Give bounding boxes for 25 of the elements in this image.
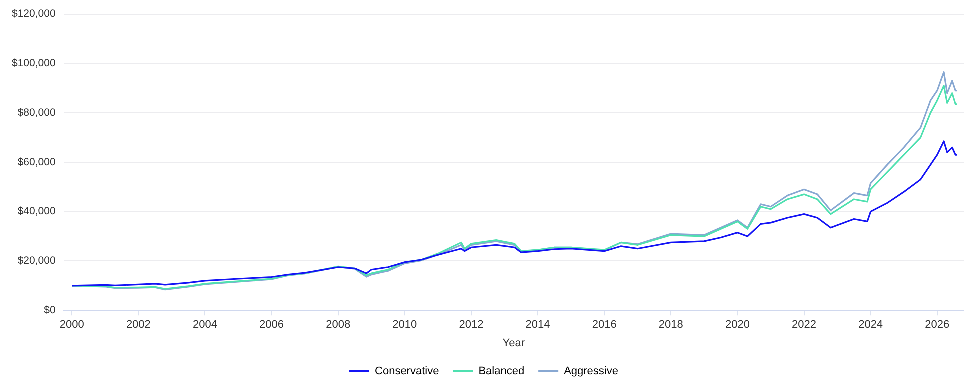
legend-label: Conservative — [375, 366, 440, 378]
y-tick-label: $40,000 — [18, 206, 56, 218]
x-tick-label: 2008 — [326, 319, 351, 332]
x-tick-label: 2006 — [260, 319, 284, 332]
x-tick-label: 2024 — [858, 319, 884, 332]
x-tick-label: 2026 — [925, 319, 950, 332]
y-tick-label: $80,000 — [18, 106, 56, 119]
y-tick-label: $0 — [44, 304, 56, 316]
legend-label: Balanced — [478, 366, 525, 378]
y-tick-label: $100,000 — [12, 58, 56, 70]
x-tick-label: 2016 — [592, 319, 617, 332]
x-tick-label: 2002 — [126, 319, 151, 332]
x-tick-label: 2012 — [459, 319, 484, 332]
x-tick-label: 2010 — [392, 319, 418, 332]
legend-label: Aggressive — [564, 366, 618, 378]
x-axis-title: Year — [502, 337, 526, 350]
y-tick-label: $60,000 — [18, 156, 56, 168]
x-tick-label: 2004 — [192, 319, 218, 332]
x-tick-label: 2014 — [526, 319, 550, 332]
y-tick-label: $120,000 — [12, 8, 56, 20]
x-tick-label: 2020 — [725, 319, 750, 332]
x-tick-label: 2000 — [60, 319, 84, 332]
y-tick-label: $20,000 — [18, 255, 56, 268]
x-tick-label: 2018 — [658, 319, 684, 332]
x-tick-label: 2022 — [792, 319, 816, 332]
